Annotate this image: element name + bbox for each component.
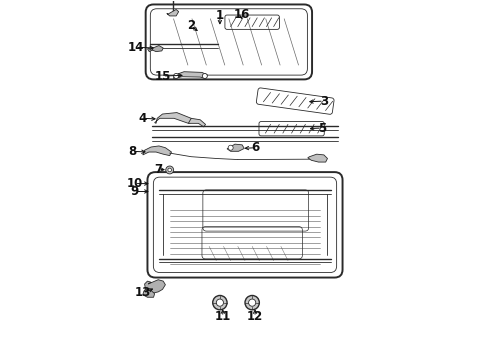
Text: 3: 3 bbox=[320, 95, 328, 108]
Text: 14: 14 bbox=[127, 41, 144, 54]
Polygon shape bbox=[151, 45, 163, 51]
Polygon shape bbox=[145, 280, 166, 293]
Text: 11: 11 bbox=[215, 310, 231, 324]
Circle shape bbox=[173, 73, 179, 78]
Circle shape bbox=[166, 166, 173, 174]
Circle shape bbox=[168, 168, 172, 172]
Polygon shape bbox=[173, 72, 207, 78]
Text: 4: 4 bbox=[139, 112, 147, 125]
Circle shape bbox=[216, 299, 223, 306]
Text: 12: 12 bbox=[247, 310, 263, 324]
Circle shape bbox=[228, 145, 233, 150]
Polygon shape bbox=[147, 48, 153, 51]
Text: 9: 9 bbox=[130, 185, 139, 198]
Circle shape bbox=[213, 296, 227, 310]
Polygon shape bbox=[308, 154, 327, 162]
Circle shape bbox=[245, 296, 259, 310]
Text: 1: 1 bbox=[216, 9, 224, 22]
Text: 8: 8 bbox=[128, 145, 136, 158]
Circle shape bbox=[248, 299, 256, 306]
Polygon shape bbox=[167, 9, 179, 16]
Text: 7: 7 bbox=[154, 163, 162, 176]
Text: 15: 15 bbox=[154, 69, 171, 82]
Polygon shape bbox=[143, 289, 155, 297]
Polygon shape bbox=[188, 118, 205, 127]
Text: 6: 6 bbox=[252, 141, 260, 154]
Text: 2: 2 bbox=[187, 19, 196, 32]
Text: 13: 13 bbox=[135, 287, 151, 300]
Polygon shape bbox=[227, 144, 245, 151]
Polygon shape bbox=[155, 113, 194, 123]
Circle shape bbox=[202, 73, 207, 78]
Text: 5: 5 bbox=[318, 122, 326, 135]
Text: 16: 16 bbox=[233, 8, 249, 21]
Text: 10: 10 bbox=[126, 177, 143, 190]
Polygon shape bbox=[143, 146, 172, 156]
